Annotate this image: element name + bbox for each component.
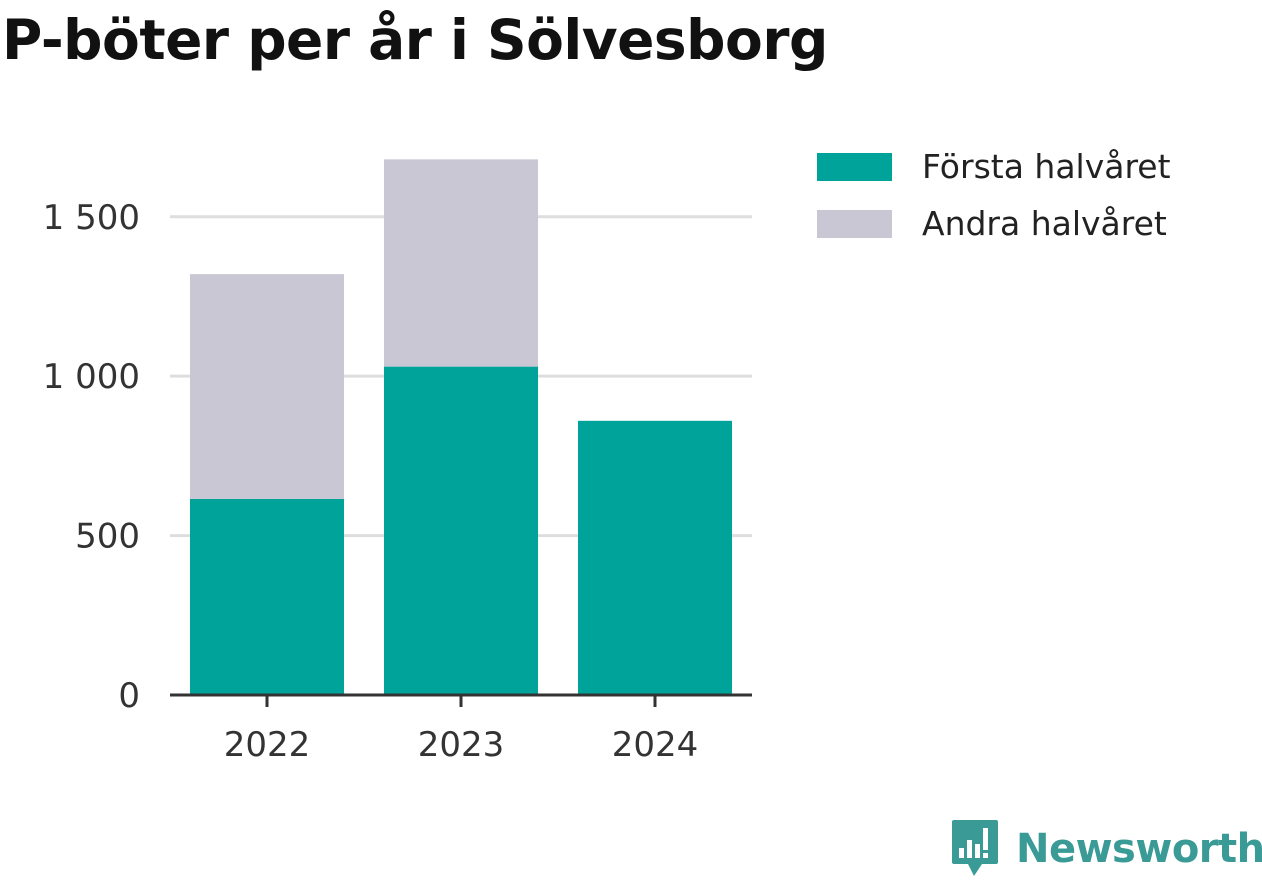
bar-2022-second-half [190,274,344,499]
bar-2024-first-half [578,420,732,695]
x-tick-label: 2023 [418,725,505,765]
y-tick-label: 1 500 [43,198,140,238]
legend-label-second-half: Andra halvåret [922,204,1167,243]
y-tick-label: 0 [118,676,140,716]
brand-logo: Newsworthy [950,818,1262,880]
bar-2023-first-half [384,366,538,695]
legend: Första halvåret Andra halvåret [817,138,1171,252]
bar-2022-first-half [190,498,344,695]
x-tick-label: 2022 [224,725,311,765]
brand-name: Newsworthy [1016,826,1262,872]
legend-label-first-half: Första halvåret [922,147,1171,186]
legend-item-second-half: Andra halvåret [817,195,1171,252]
bar-2023-second-half [384,159,538,367]
x-tick-label: 2024 [612,725,699,765]
legend-swatch-second-half [817,209,892,238]
legend-item-first-half: Första halvåret [817,138,1171,195]
bars [190,159,732,695]
chart-title: P-böter per år i Sölvesborg [2,8,828,72]
y-tick-label: 1 000 [43,357,140,397]
newsworthy-logo-icon [952,820,998,876]
y-axis-tick-labels: 0 500 1 000 1 500 [43,198,140,716]
x-axis-ticks: 2022 2023 2024 [224,695,699,765]
legend-swatch-first-half [817,152,892,181]
y-tick-label: 500 [75,517,140,557]
